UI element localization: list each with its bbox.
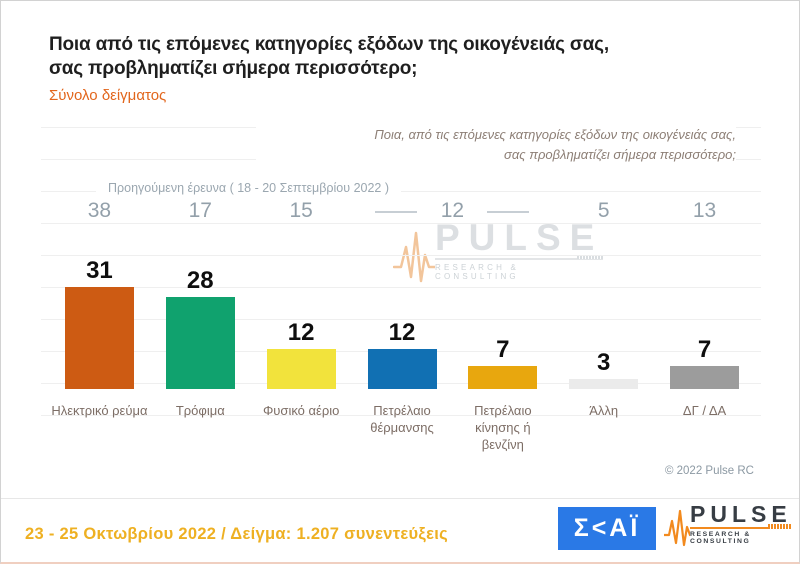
gridline (41, 223, 761, 224)
page-title-line2: σας προβληματίζει σήμερα περισσότερο; (49, 58, 418, 80)
footer-divider (1, 498, 799, 499)
skai-logo: Σ<ΑΪ (558, 507, 656, 550)
chart-question-note: Ποια, από τις επόμενες κατηγορίες εξόδων… (256, 125, 736, 166)
chart-question-note-line2: σας προβληματίζει σήμερα περισσότερο; (504, 147, 736, 163)
bar (64, 287, 134, 389)
previous-survey-value: 15 (289, 199, 313, 222)
pulse-logo: PULSE RESEARCH & CONSULTING (664, 503, 792, 549)
skai-logo-text: Σ<ΑΪ (573, 514, 641, 542)
pulse-waveform-icon (664, 509, 690, 547)
bar-value-label: 31 (86, 257, 113, 284)
bar (165, 297, 235, 389)
bar-category-label: Φυσικό αέριο (262, 403, 340, 418)
pulse-watermark: PULSE RESEARCH & CONSULTING (393, 219, 604, 287)
gridline (41, 287, 761, 288)
previous-survey-combined-dash (375, 211, 418, 213)
fieldwork-dates: 23 - 25 Οκτωβρίου 2022 / Δείγμα: 1.207 σ… (25, 525, 448, 543)
previous-survey-value: 12 (440, 199, 465, 222)
previous-survey-value: 5 (597, 199, 610, 222)
gridline (41, 255, 761, 256)
gridline (41, 415, 761, 416)
previous-survey-label: Προηγούμενη έρευνα ( 18 - 20 Σεπτεμβρίου… (96, 181, 402, 195)
bar (266, 349, 336, 389)
pulse-waveform-icon (393, 231, 435, 283)
pulse-logo-divider (690, 524, 792, 529)
bar-category-label: ΔΓ / ΔΑ (682, 403, 727, 418)
previous-survey-value: 17 (188, 199, 212, 222)
watermark-divider (435, 255, 604, 260)
watermark-tagline: RESEARCH & CONSULTING (435, 263, 520, 281)
bar-category-label: Τρόφιμα (175, 403, 225, 418)
previous-survey-value: 38 (87, 199, 112, 222)
chart-question-note-line1: Ποια, από τις επόμενες κατηγορίες εξόδων… (374, 127, 736, 142)
bar-category-label: Άλλη (589, 403, 619, 418)
bar (367, 349, 437, 389)
bar (569, 379, 639, 389)
bar-category-label: Πετρέλαιο κίνησης ή βενζίνη (474, 403, 532, 452)
bar-value-label: 7 (496, 336, 510, 363)
bar-category-label: Ηλεκτρικό ρεύμα (51, 403, 148, 418)
previous-survey-combined-dash (487, 211, 530, 213)
previous-survey-value: 13 (692, 199, 717, 222)
sample-subtitle: Σύνολο δείγματος (49, 87, 167, 104)
gridline (41, 319, 761, 320)
watermark-brand: PULSE (435, 217, 604, 258)
bar-value-label: 12 (388, 319, 416, 346)
bar-category-label: Πετρέλαιο θέρμανσης (370, 403, 434, 435)
bar (670, 366, 740, 389)
bar-value-label: 28 (186, 267, 214, 294)
bar (468, 366, 538, 389)
pulse-logo-tagline: RESEARCH & CONSULTING (690, 531, 751, 545)
bar-value-label: 7 (697, 336, 712, 363)
page-title: Ποια από τις επόμενες κατηγορίες εξόδων … (49, 33, 689, 82)
bar-value-label: 3 (597, 349, 611, 376)
page-title-line1: Ποια από τις επόμενες κατηγορίες εξόδων … (49, 34, 609, 55)
pulse-logo-brand: PULSE (690, 501, 792, 527)
copyright-note: © 2022 Pulse RC (664, 465, 754, 477)
bar-value-label: 12 (287, 319, 315, 346)
